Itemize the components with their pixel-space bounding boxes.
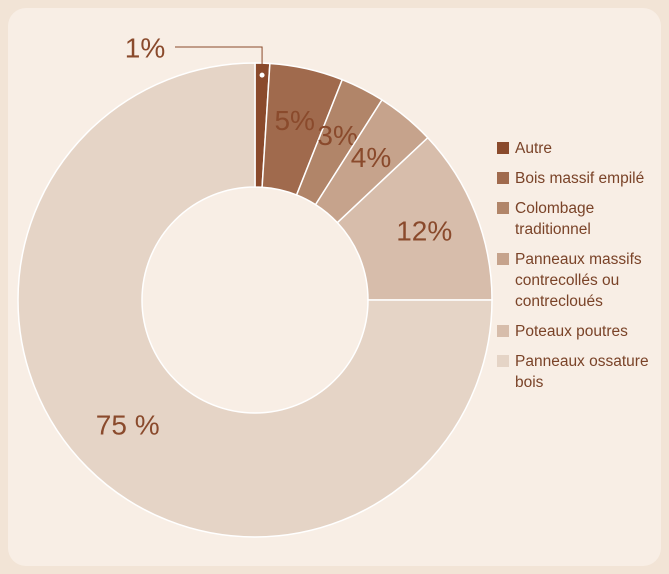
legend-item: Autre [497,138,665,159]
value-label: 1% [125,32,165,63]
value-label: 3% [317,120,357,151]
legend-label: Panneaux massifs contrecollés ou contrec… [515,251,642,310]
legend-swatch [497,202,509,214]
legend-label: Panneaux ossature bois [515,353,649,391]
legend-item: Bois massif empilé [497,168,665,189]
legend-label: Colombage traditionnel [515,200,595,238]
value-label: 5% [274,105,314,136]
legend-item: Panneaux massifs contrecollés ou contrec… [497,249,665,312]
legend-swatch [497,142,509,154]
donut-slice [17,62,493,538]
legend-item: Poteaux poutres [497,321,665,342]
legend-item: Panneaux ossature bois [497,351,665,393]
legend-swatch [497,355,509,367]
legend-label: Poteaux poutres [515,323,628,340]
leader-line [175,46,263,76]
legend-swatch [497,253,509,265]
legend-label: Bois massif empilé [515,170,645,187]
legend-label: Autre [515,140,553,157]
leader-dot [259,72,265,78]
value-label: 4% [351,142,391,173]
value-label: 12% [396,215,452,246]
value-label: 75 % [96,410,160,441]
legend-item: Colombage traditionnel [497,198,665,240]
legend: Autre Bois massif empilé Colombage traditi… [497,138,665,402]
legend-swatch [497,172,509,184]
legend-swatch [497,325,509,337]
